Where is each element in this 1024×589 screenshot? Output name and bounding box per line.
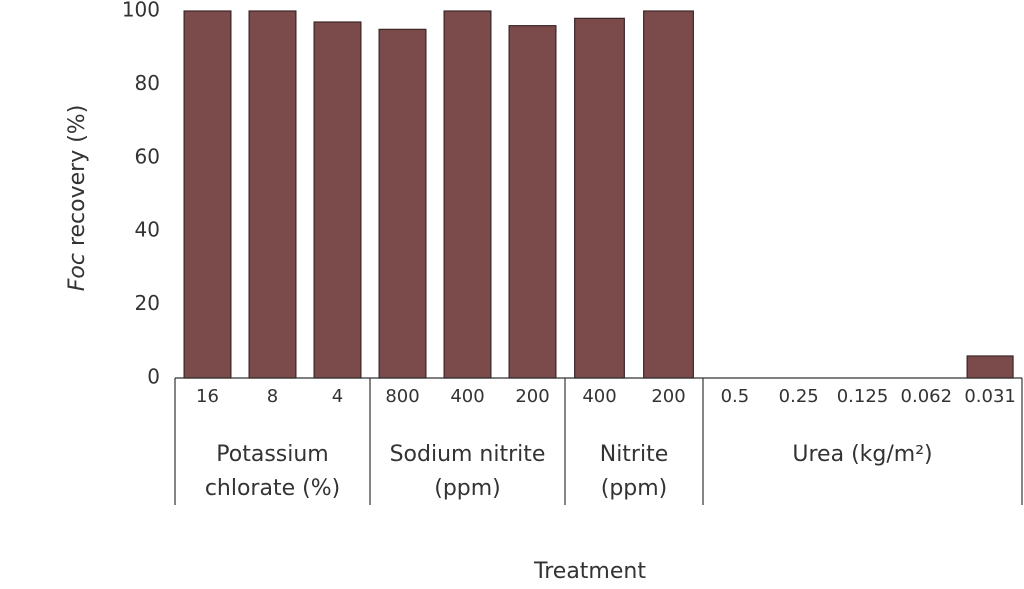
- y-axis-label: Foc recovery (%): [65, 105, 90, 292]
- x-tick-label: 0.062: [901, 386, 953, 407]
- x-tick-label: 8: [267, 386, 278, 407]
- bar: [508, 25, 557, 379]
- y-tick-label: 80: [135, 71, 160, 95]
- y-tick-label: 0: [147, 365, 160, 389]
- bar: [966, 355, 1014, 379]
- group-label: Nitrite (ppm): [599, 442, 669, 501]
- x-tick-label: 4: [332, 386, 343, 407]
- bar: [574, 17, 625, 379]
- x-axis-label: Treatment: [533, 559, 646, 584]
- x-tick-label: 400: [582, 386, 616, 407]
- x-tick-label: 200: [651, 386, 685, 407]
- x-tick-label: 0.5: [721, 386, 750, 407]
- bar: [183, 10, 232, 379]
- group-label: Potassium chlorate (%): [204, 442, 341, 501]
- bar: [378, 28, 427, 379]
- bar: [643, 10, 694, 379]
- group-label: Urea (kg/m²): [792, 442, 933, 467]
- x-tick-label: 16: [196, 386, 219, 407]
- x-tick-label: 0.031: [964, 386, 1016, 407]
- x-tick-label: 0.25: [779, 386, 819, 407]
- bar: [443, 10, 492, 379]
- x-tick-label: 400: [450, 386, 484, 407]
- bar: [313, 21, 362, 379]
- y-tick-label: 20: [135, 291, 160, 315]
- x-tick-label: 0.125: [837, 386, 889, 407]
- x-tick-label: 200: [515, 386, 549, 407]
- y-tick-label: 100: [122, 0, 160, 22]
- y-tick-label: 40: [135, 218, 160, 242]
- bar: [248, 10, 297, 379]
- x-tick-label: 800: [385, 386, 419, 407]
- y-tick-label: 60: [135, 144, 160, 168]
- group-label: Sodium nitrite (ppm): [389, 442, 546, 501]
